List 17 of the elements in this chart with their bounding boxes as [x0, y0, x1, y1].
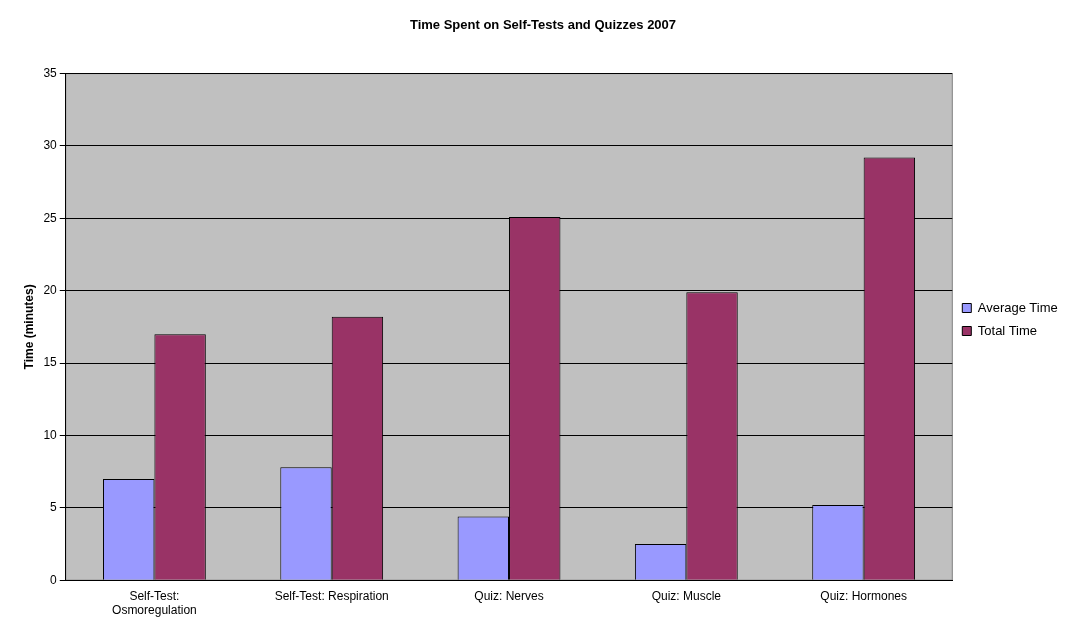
- x-tick-label: Quiz: Hormones: [820, 588, 907, 603]
- y-tick-label: 35: [43, 65, 58, 80]
- y-tick-label: 15: [43, 355, 58, 370]
- x-tick-label: Self-Test: Osmoregulation: [112, 588, 197, 618]
- x-tick-label: Quiz: Nerves: [474, 588, 544, 603]
- chart-title: Time Spent on Self-Tests and Quizzes 2007: [409, 17, 677, 33]
- y-tick-label: 25: [43, 210, 58, 225]
- y-tick-label: 10: [43, 427, 58, 442]
- y-axis-title: Time (minutes): [21, 284, 36, 370]
- y-tick-label: 30: [43, 138, 58, 153]
- y-tick-label: 20: [43, 283, 58, 298]
- y-tick-label: 0: [50, 572, 58, 587]
- legend-label: Average Time: [977, 299, 1058, 315]
- y-tick-label: 5: [50, 500, 58, 515]
- x-tick-label: Self-Test: Respiration: [274, 588, 389, 603]
- legend-label: Total Time: [977, 322, 1038, 338]
- x-tick-label: Quiz: Muscle: [651, 588, 722, 603]
